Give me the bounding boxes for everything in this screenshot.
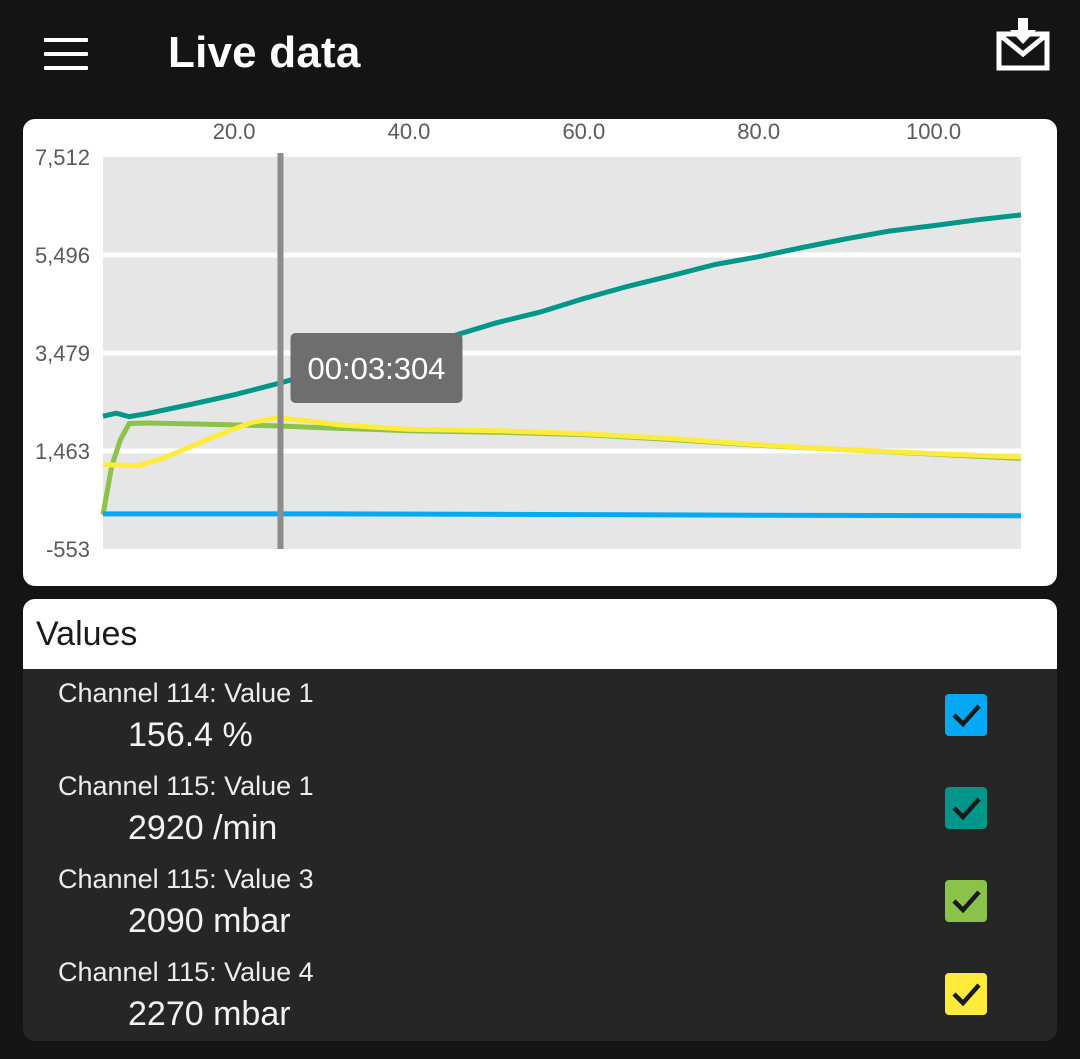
- hamburger-menu-icon[interactable]: [40, 36, 92, 72]
- values-list: Channel 114: Value 1 156.4 % Channel 115…: [23, 669, 1057, 1041]
- channel-value: 156.4 %: [128, 716, 253, 754]
- channel-name: Channel 115: Value 4: [58, 957, 314, 987]
- x-tick-label: 80.0: [737, 119, 780, 144]
- series-line: [102, 415, 1022, 469]
- cursor-time-label: 00:03:304: [308, 351, 446, 386]
- app-bar: Live data: [0, 0, 1080, 110]
- check-icon: [952, 797, 981, 821]
- live-chart[interactable]: 7,512 5,496 3,479 1,463 -553 20.0 40.0 60.0 80.0…: [23, 119, 1057, 586]
- series-line: [103, 511, 1022, 519]
- x-tick-label: 100.0: [906, 119, 961, 144]
- channel-checkbox[interactable]: [945, 973, 987, 1015]
- y-tick-label: -553: [46, 537, 90, 562]
- channel-value: 2920 /min: [128, 809, 278, 847]
- check-icon: [952, 704, 981, 728]
- y-tick-label: 1,463: [35, 439, 90, 464]
- y-tick-label: 7,512: [35, 145, 90, 170]
- channel-checkbox[interactable]: [945, 880, 987, 922]
- values-header: Values: [23, 599, 1057, 669]
- cursor-tooltip: [290, 333, 463, 403]
- list-item: Channel 114: Value 1 156.4 %: [23, 669, 1057, 762]
- channel-value: 2270 mbar: [128, 995, 291, 1033]
- page-title: Live data: [168, 28, 361, 77]
- chart-svg: 7,512 5,496 3,479 1,463 -553 20.0 40.0 60.0 80.0…: [35, 119, 1022, 562]
- channel-name: Channel 114: Value 1: [58, 678, 314, 708]
- x-tick-label: 60.0: [562, 119, 605, 144]
- values-panel: Values Channel 114: Value 1 156.4 % Chan…: [23, 599, 1057, 1041]
- list-item: Channel 115: Value 3 2090 mbar: [23, 855, 1057, 948]
- y-tick-label: 5,496: [35, 243, 90, 268]
- check-icon: [952, 983, 981, 1007]
- list-item: Channel 115: Value 1 2920 /min: [23, 762, 1057, 855]
- check-icon: [952, 890, 981, 914]
- channel-name: Channel 115: Value 3: [58, 864, 314, 894]
- list-item: Channel 115: Value 4 2270 mbar: [23, 948, 1057, 1041]
- y-tick-label: 3,479: [35, 341, 90, 366]
- series-line: [102, 212, 1022, 420]
- channel-value: 2090 mbar: [128, 902, 291, 940]
- values-title: Values: [36, 615, 138, 653]
- download-mail-icon[interactable]: [994, 16, 1052, 74]
- channel-name: Channel 115: Value 1: [58, 771, 314, 801]
- x-tick-label: 20.0: [213, 119, 256, 144]
- x-tick-label: 40.0: [388, 119, 431, 144]
- channel-checkbox[interactable]: [945, 694, 987, 736]
- channel-checkbox[interactable]: [945, 787, 987, 829]
